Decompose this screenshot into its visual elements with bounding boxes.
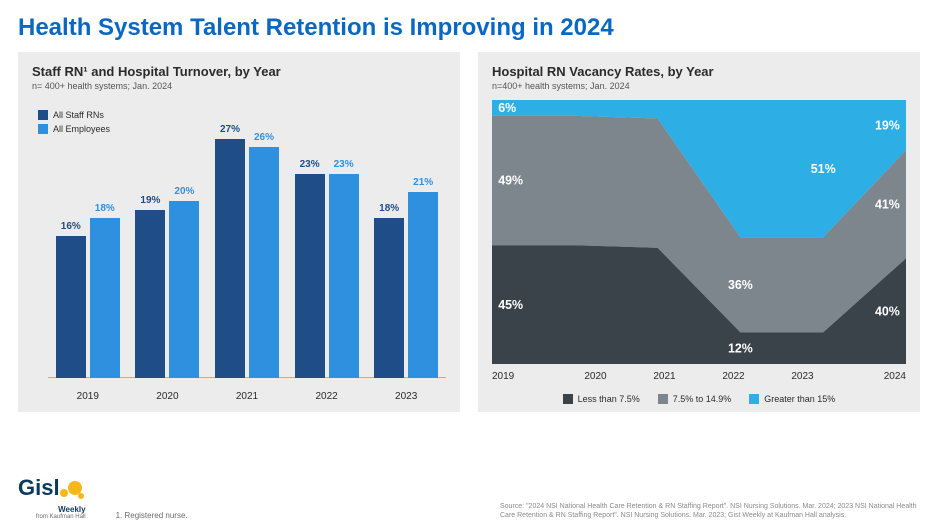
logo-from: from Kaufman Hall	[18, 514, 86, 520]
footnote: 1. Registered nurse.	[116, 511, 188, 520]
panel-bar-chart: Staff RN¹ and Hospital Turnover, by Year…	[18, 52, 460, 412]
x-tick: 2019	[48, 391, 128, 402]
area-value-label: 12%	[728, 341, 753, 355]
area-value-label: 45%	[498, 298, 523, 312]
x-tick: 2020	[128, 391, 208, 402]
legend-label: Less than 7.5%	[578, 394, 640, 404]
bar-chart-title: Staff RN¹ and Hospital Turnover, by Year	[32, 64, 446, 79]
x-tick: 2019	[492, 371, 561, 382]
area-chart-svg: 6% 49% 45% 12% 36% 51% 19% 41% 40%	[492, 100, 906, 364]
area-value-label: 40%	[875, 304, 900, 318]
bar: 18%	[374, 218, 404, 378]
x-tick: 2022	[287, 391, 367, 402]
bar-chart-x-axis: 20192020202120222023	[48, 391, 446, 402]
bar-value-label: 20%	[174, 186, 194, 197]
bar-value-label: 18%	[379, 203, 399, 214]
bar-value-label: 19%	[140, 195, 160, 206]
charts-row: Staff RN¹ and Hospital Turnover, by Year…	[0, 52, 938, 412]
bar: 16%	[56, 236, 86, 378]
legend-swatch	[38, 110, 48, 120]
x-tick: 2023	[768, 371, 837, 382]
bar-group: 27%26%	[215, 112, 279, 378]
legend-item: Greater than 15%	[749, 394, 835, 404]
x-tick: 2022	[699, 371, 768, 382]
area-chart-subtitle: n=400+ health systems; Jan. 2024	[492, 81, 906, 91]
legend-label: Greater than 15%	[764, 394, 835, 404]
area-chart-plot-area: 6% 49% 45% 12% 36% 51% 19% 41% 40%	[492, 100, 906, 364]
bar: 23%	[329, 174, 359, 378]
bar-group: 23%23%	[295, 112, 359, 378]
logo-subtext: Weekly	[18, 505, 86, 514]
legend-item: Less than 7.5%	[563, 394, 640, 404]
bar-value-label: 23%	[334, 159, 354, 170]
bar: 27%	[215, 139, 245, 378]
footer: Gisl Weekly from Kaufman Hall 1. Registe…	[18, 479, 920, 520]
x-tick: 2023	[366, 391, 446, 402]
bar-chart-subtitle: n= 400+ health systems; Jan. 2024	[32, 81, 446, 91]
bar-value-label: 26%	[254, 132, 274, 143]
bar-value-label: 21%	[413, 177, 433, 188]
panel-area-chart: Hospital RN Vacancy Rates, by Year n=400…	[478, 52, 920, 412]
bar-value-label: 16%	[61, 221, 81, 232]
x-tick: 2021	[630, 371, 699, 382]
bar: 18%	[90, 218, 120, 378]
bar-value-label: 27%	[220, 124, 240, 135]
bar-group: 16%18%	[56, 112, 120, 378]
bar-value-label: 23%	[300, 159, 320, 170]
legend-label: 7.5% to 14.9%	[673, 394, 732, 404]
area-value-label: 36%	[728, 278, 753, 292]
legend-item: 7.5% to 14.9%	[658, 394, 732, 404]
area-value-label: 51%	[811, 162, 836, 176]
area-value-label: 19%	[875, 118, 900, 132]
bar-group: 19%20%	[135, 112, 199, 378]
bar: 26%	[249, 147, 279, 378]
legend-swatch	[658, 394, 668, 404]
source-citation: Source: "2024 NSI National Health Care R…	[500, 502, 920, 520]
area-chart-legend: Less than 7.5% 7.5% to 14.9% Greater than …	[478, 394, 920, 404]
area-chart-x-axis: 201920202021202220232024	[492, 371, 906, 382]
page-title: Health System Talent Retention is Improv…	[0, 0, 938, 52]
bar-chart-plot-area: 16%18%19%20%27%26%23%23%18%21%	[48, 112, 446, 378]
bar: 20%	[169, 201, 199, 378]
logo-text: Gisl	[18, 479, 60, 497]
bar: 21%	[408, 192, 438, 378]
area-value-label: 49%	[498, 174, 523, 188]
x-tick: 2024	[837, 371, 906, 382]
legend-swatch	[749, 394, 759, 404]
area-chart-title: Hospital RN Vacancy Rates, by Year	[492, 64, 906, 79]
legend-swatch	[563, 394, 573, 404]
bar-value-label: 18%	[95, 203, 115, 214]
x-tick: 2020	[561, 371, 630, 382]
legend-swatch	[38, 124, 48, 134]
logo: Gisl Weekly from Kaufman Hall	[18, 479, 86, 520]
bar: 23%	[295, 174, 325, 378]
x-tick: 2021	[207, 391, 287, 402]
logo-dots-icon	[60, 479, 86, 505]
area-value-label: 41%	[875, 197, 900, 211]
bar-group: 18%21%	[374, 112, 438, 378]
bar: 19%	[135, 210, 165, 378]
area-value-label: 6%	[498, 101, 516, 115]
